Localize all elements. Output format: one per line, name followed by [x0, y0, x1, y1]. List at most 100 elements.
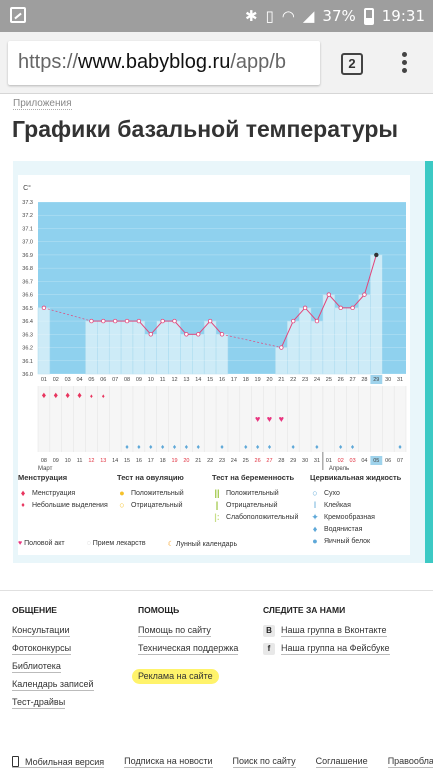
menstruation-drop-icon: ♦ — [90, 394, 93, 400]
temp-line — [363, 254, 377, 295]
heart-icon: ♥ — [267, 414, 272, 424]
breadcrumb[interactable]: Приложения — [13, 98, 72, 110]
calendar-date: 21 — [195, 458, 201, 464]
calendar-date: 04 — [361, 458, 367, 464]
legend-label: Отрицательный — [131, 501, 183, 509]
calendar-date: 19 — [171, 458, 177, 464]
bluetooth-icon: ✱ — [244, 7, 258, 25]
cycle-day-label: 22 — [290, 377, 296, 383]
temp-line — [197, 320, 211, 335]
calendar-date: 11 — [77, 458, 83, 464]
footer-link-library[interactable]: Библиотека — [12, 661, 61, 673]
faint-lines-icon: |: — [214, 512, 220, 522]
sticky-icon: I — [313, 500, 317, 510]
footer-link-consultations[interactable]: Консультации — [12, 625, 70, 637]
y-axis-label: C° — [23, 184, 31, 192]
y-tick-label: 37.2 — [22, 213, 33, 219]
footer-link-test-drives[interactable]: Тест-драйвы — [12, 697, 66, 709]
mucus-icon: ♦ — [149, 444, 153, 451]
temp-line — [304, 307, 318, 322]
legend-label: Прием лекарств — [92, 540, 146, 547]
overflow-menu-icon[interactable] — [400, 52, 408, 76]
temp-bar — [370, 254, 383, 375]
footer-link-subscribe[interactable]: Подписка на новости — [124, 756, 213, 768]
legend-label: Положительный — [131, 489, 184, 497]
temp-point — [41, 305, 47, 311]
y-tick-label: 36.5 — [22, 306, 33, 312]
footer-link-mobile[interactable]: Мобильная версия — [12, 756, 105, 768]
footer-link-agreement[interactable]: Соглашение — [315, 756, 368, 768]
signal-icon: ◢ — [302, 7, 315, 25]
calendar-date: 27 — [266, 458, 272, 464]
calendar-date: 24 — [231, 458, 237, 464]
battery-icon — [363, 7, 374, 25]
vibrate-icon: ▯ — [265, 7, 274, 25]
mucus-icon: ♦ — [196, 444, 200, 451]
url-path: /app/b — [230, 51, 286, 73]
footer-col-community: ОБЩЕНИЕ Консультации Фотоконкурсы Библио… — [12, 605, 94, 715]
footer-link-vk[interactable]: Наша группа в Вконтакте — [281, 625, 387, 637]
temp-point — [148, 332, 153, 337]
temp-point — [184, 332, 189, 337]
footer-link-support[interactable]: Техническая поддержка — [138, 643, 239, 655]
cycle-day-label: 08 — [124, 377, 130, 383]
footer-link-facebook[interactable]: Наша группа на Фейсбуке — [281, 643, 390, 655]
cycle-day-label: 15 — [207, 377, 213, 383]
temp-bar — [346, 307, 359, 375]
facebook-icon: f — [263, 643, 275, 655]
calendar-date: 06 — [385, 458, 391, 464]
sun-outline-icon: ○ — [119, 500, 125, 510]
egg-white-icon: ● — [312, 536, 318, 546]
clock: 19:31 — [381, 7, 425, 25]
legend-label: Яичный белок — [324, 537, 371, 545]
cycle-day-label: 09 — [136, 377, 142, 383]
heart-icon: ♥ — [18, 540, 23, 547]
footer-link-copyright[interactable]: Правообладателю — [387, 756, 433, 768]
calendar-date: 08 — [41, 458, 47, 464]
footer-link-advertising[interactable]: Реклама на сайте — [132, 669, 219, 684]
footer-heading: ОБЩЕНИЕ — [12, 605, 57, 615]
mucus-icon: ♦ — [137, 444, 141, 451]
cycle-day-label: 16 — [219, 377, 225, 383]
temp-bar — [37, 307, 51, 375]
cycle-day-label: 26 — [338, 377, 344, 383]
calendar-date: 18 — [160, 458, 166, 464]
url-scheme: https:// — [18, 51, 79, 73]
drop-small-icon: ♦ — [21, 501, 25, 509]
menstruation-drop-icon: ♦ — [102, 394, 105, 400]
bbt-chart[interactable]: C° 37.3 37.2 37.1 37.0 36.9 36.8 36.7 36.6 36.5 36… — [0, 0, 433, 472]
footer-link-help[interactable]: Помощь по сайту — [138, 625, 211, 637]
y-tick-label: 36.3 — [22, 332, 33, 338]
dry-icon: ○ — [312, 488, 318, 498]
cycle-day-label: 11 — [160, 377, 166, 383]
footer-col-help: ПОМОЩЬ Помощь по сайту Техническая подде… — [132, 605, 239, 690]
mucus-icon: ♦ — [339, 444, 343, 451]
temp-bar — [334, 307, 347, 375]
footer-link-search[interactable]: Поиск по сайту — [232, 756, 296, 768]
pill-icon: ◌ — [86, 540, 91, 547]
legend-title: Цервикальная жидкость — [310, 473, 402, 482]
legend-label: Отрицательный — [226, 501, 278, 509]
gallery-notification-icon — [10, 7, 26, 23]
legend-ovulation: Тест на овуляцию ● Положительный ○ Отрицат… — [117, 473, 184, 511]
footer-link-photo-contests[interactable]: Фотоконкурсы — [12, 643, 72, 655]
y-tick-label: 37.3 — [22, 200, 33, 206]
mucus-icon: ♦ — [185, 444, 189, 451]
temp-line — [316, 294, 330, 322]
y-tick-label: 37.0 — [22, 240, 33, 246]
footer-link-calendar[interactable]: Календарь записей — [12, 679, 94, 691]
url-field[interactable]: https://www.babyblog.ru/app/b — [8, 41, 320, 85]
page-title: Графики базальной температуры — [12, 116, 399, 142]
cycle-day-label: 02 — [53, 377, 59, 383]
legend-label: Слабоположительный — [226, 513, 299, 521]
tab-switcher-button[interactable]: 2 — [341, 53, 363, 75]
legend-label: Положительный — [226, 489, 279, 497]
status-bar: ✱ ▯ ◠ ◢ 37% 19:31 — [0, 0, 433, 32]
menstruation-drop-icon: ♦ — [54, 390, 59, 400]
cycle-day-label: 31 — [397, 377, 403, 383]
temp-line — [328, 294, 342, 309]
temp-point — [350, 305, 355, 311]
calendar-date: 28 — [278, 458, 284, 464]
legend-title: Менструация — [18, 473, 68, 482]
temp-line — [209, 320, 223, 335]
